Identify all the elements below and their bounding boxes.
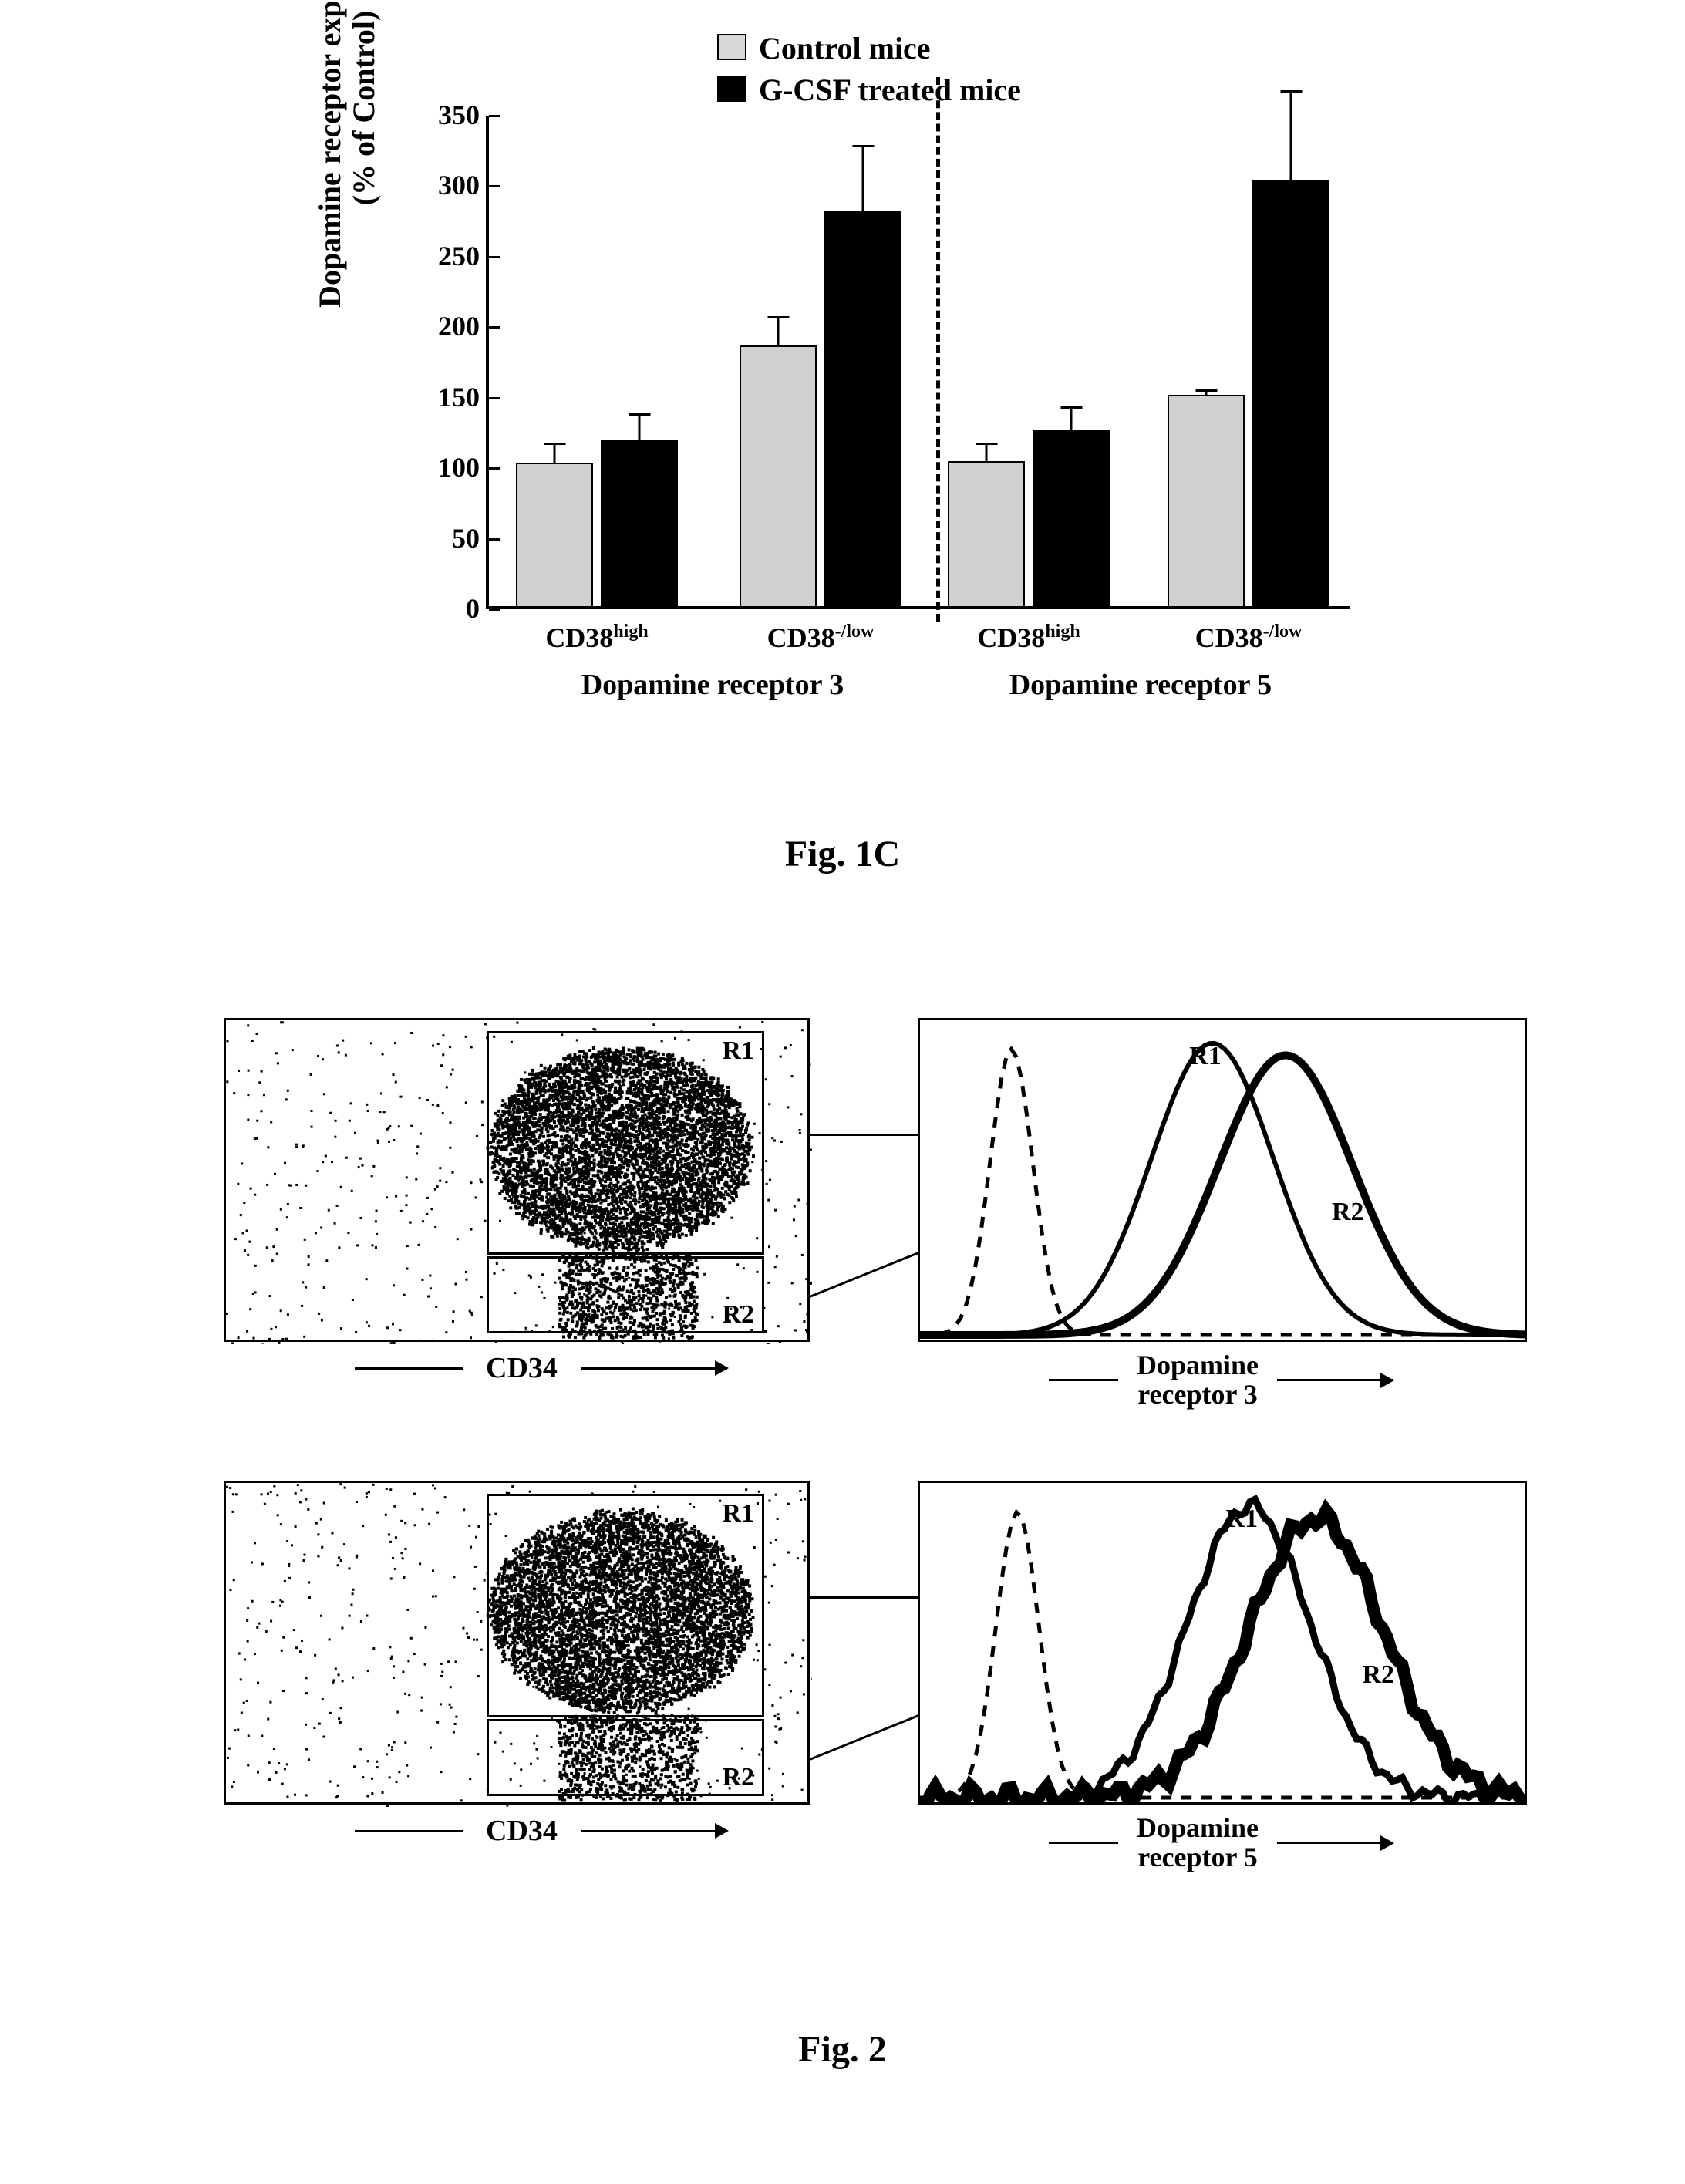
gate-label-r2: R2 xyxy=(722,1300,754,1330)
gate-r1: R1 xyxy=(487,1031,764,1255)
scatter-panel: R1 R2 xyxy=(224,1018,810,1342)
hist-label-r2: R2 xyxy=(1363,1660,1395,1690)
bar-control xyxy=(948,461,1025,606)
x-category-label: CD38-/low xyxy=(767,622,875,654)
gate-r1: R1 xyxy=(487,1494,764,1717)
bar-treated xyxy=(1033,430,1110,606)
chart-plot-area: 050100150200250300350Dopamine receptor 3… xyxy=(486,116,1350,609)
error-bar xyxy=(986,443,988,463)
bar-treated xyxy=(1252,180,1329,606)
y-axis-title-line1: Dopamine receptor expression xyxy=(313,0,347,355)
legend-swatch-control xyxy=(717,34,746,60)
error-bar xyxy=(554,443,556,463)
histogram-panel: R1 R2 xyxy=(918,1018,1527,1342)
legend: Control mice G-CSF treated mice xyxy=(717,31,1103,114)
page: Control mice G-CSF treated mice Dopamine… xyxy=(0,0,1685,2184)
ytick: 250 xyxy=(438,240,489,272)
legend-item-treated: G-CSF treated mice xyxy=(717,72,1103,108)
hist-x-axis-label: Dopaminereceptor 5 xyxy=(1049,1814,1393,1872)
divider-line xyxy=(936,77,940,622)
histogram-panel: R1 R2 xyxy=(918,1481,1527,1805)
gate-label-r1: R1 xyxy=(722,1036,754,1066)
scatter-panel: R1 R2 xyxy=(224,1481,810,1805)
fig2-caption: Fig. 2 xyxy=(798,2028,887,2071)
hist-x-axis-label: Dopaminereceptor 3 xyxy=(1049,1351,1393,1410)
y-axis-title-line2: (% of Control) xyxy=(347,0,381,355)
legend-item-control: Control mice xyxy=(717,31,1103,66)
x-category-label: CD38-/low xyxy=(1195,622,1303,654)
y-axis-title: Dopamine receptor expression (% of Contr… xyxy=(313,0,381,355)
error-bar xyxy=(862,145,864,213)
error-bar xyxy=(639,413,641,442)
x-group-label: Dopamine receptor 5 xyxy=(1009,668,1272,702)
bar-control xyxy=(740,345,817,606)
ytick: 50 xyxy=(452,522,489,554)
error-bar xyxy=(1070,406,1073,432)
x-group-label: Dopamine receptor 3 xyxy=(581,668,844,702)
bar-control xyxy=(516,463,593,607)
gate-r2: R2 xyxy=(487,1256,764,1333)
x-axis-label-cd34: CD34 xyxy=(355,1351,727,1385)
bar-group xyxy=(1168,180,1329,606)
gate-r2: R2 xyxy=(487,1719,764,1796)
fig1c-caption: Fig. 1C xyxy=(785,833,900,875)
hist-label-r1: R1 xyxy=(1226,1505,1259,1534)
ytick: 100 xyxy=(438,451,489,484)
ytick: 150 xyxy=(438,381,489,413)
flow-row: CD38R1R2CD34R1R2Dopaminereceptor 5 xyxy=(139,1481,1542,1866)
hist-label-r2: R2 xyxy=(1332,1198,1364,1227)
flow-row: CD38R1R2CD34R1R2Dopaminereceptor 3 xyxy=(139,1018,1542,1404)
hist-label-r1: R1 xyxy=(1189,1042,1222,1071)
ytick: 300 xyxy=(438,169,489,201)
x-axis-label-cd34: CD34 xyxy=(355,1814,727,1848)
error-bar xyxy=(777,316,780,347)
legend-label-control: Control mice xyxy=(759,31,931,66)
ytick: 200 xyxy=(438,310,489,342)
x-category-label: CD38high xyxy=(545,622,648,654)
bar-group xyxy=(948,430,1110,606)
bar-treated xyxy=(601,440,678,606)
x-category-label: CD38high xyxy=(977,622,1080,654)
legend-label-treated: G-CSF treated mice xyxy=(759,72,1021,108)
bar-control xyxy=(1168,395,1245,606)
legend-swatch-treated xyxy=(717,76,746,102)
bar-group xyxy=(740,211,901,606)
fig1c-chart: Control mice G-CSF treated mice Dopamine… xyxy=(308,31,1388,725)
gate-label-r2: R2 xyxy=(722,1763,754,1792)
gate-label-r1: R1 xyxy=(722,1499,754,1528)
ytick: 350 xyxy=(438,99,489,131)
error-bar xyxy=(1205,389,1208,396)
bar-treated xyxy=(824,211,901,606)
ytick: 0 xyxy=(466,592,489,625)
bar-group xyxy=(516,440,678,606)
error-bar xyxy=(1290,90,1292,182)
